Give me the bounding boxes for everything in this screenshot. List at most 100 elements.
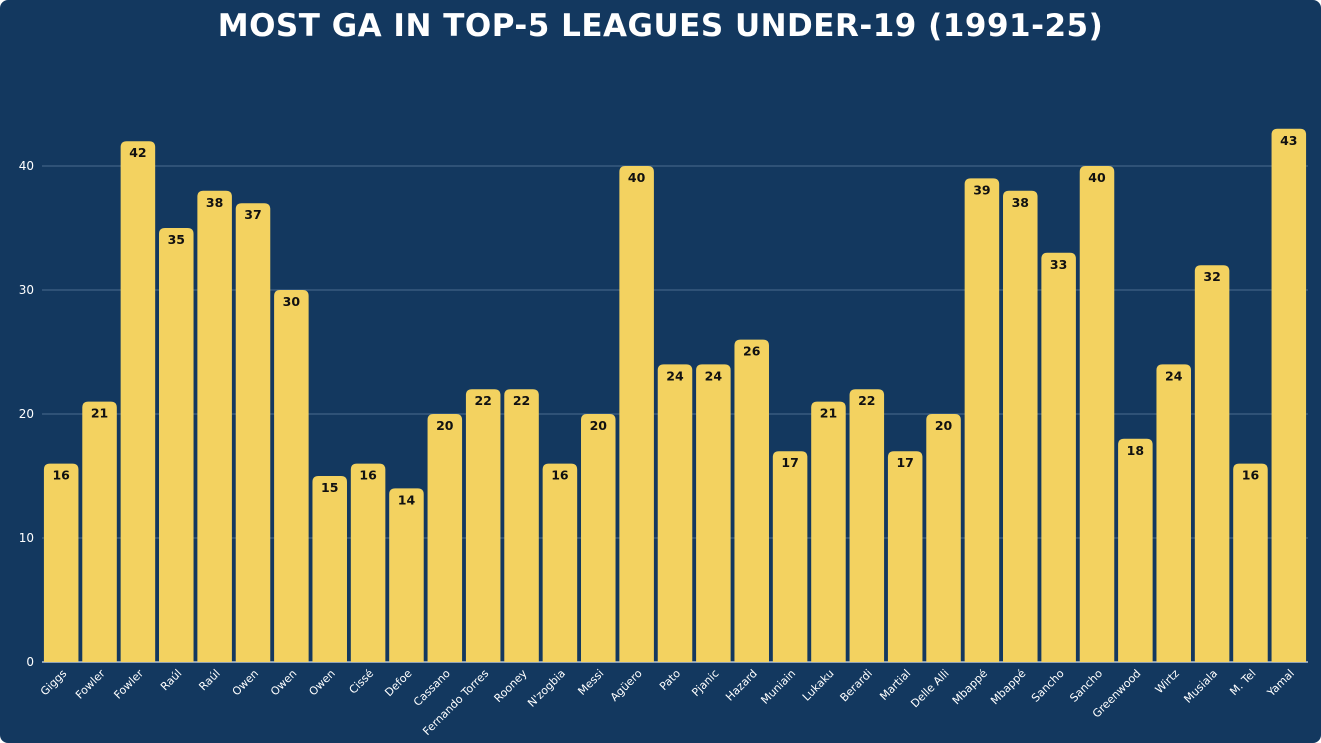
bar-value-label: 20 bbox=[590, 418, 608, 433]
bar bbox=[772, 451, 808, 662]
bars: 16 21 42 35 38 37 30 15 16 14 20 22 22 16 20 40 24 24 26 17… bbox=[43, 128, 1307, 663]
bar bbox=[1156, 364, 1191, 662]
bar bbox=[465, 389, 501, 662]
bar bbox=[849, 389, 885, 662]
bar-value-label: 30 bbox=[283, 294, 301, 309]
bar-value-label: 43 bbox=[1280, 133, 1297, 148]
x-tick-label: Mbappé bbox=[950, 667, 990, 707]
bar bbox=[1041, 252, 1076, 663]
x-tick-label: Lukaku bbox=[800, 667, 837, 704]
bar bbox=[159, 228, 194, 662]
bar-value-label: 16 bbox=[1242, 468, 1260, 483]
x-tick-label: Giggs bbox=[38, 667, 69, 698]
x-tick-label: Raúl bbox=[158, 667, 184, 693]
x-tick-label: Fernando Torres bbox=[420, 667, 491, 738]
bar bbox=[350, 463, 386, 662]
bar-value-label: 21 bbox=[91, 406, 108, 421]
x-tick-label: Messi bbox=[575, 667, 606, 698]
x-tick-label: N'zogbia bbox=[525, 667, 568, 710]
bar-value-label: 24 bbox=[1165, 368, 1183, 383]
x-tick-label: Owen bbox=[268, 667, 299, 698]
x-tick-label: Fowler bbox=[73, 667, 108, 702]
bar bbox=[696, 364, 731, 662]
bar-value-label: 32 bbox=[1203, 269, 1220, 284]
x-tick-label: Mbappé bbox=[988, 667, 1028, 707]
bar-value-label: 18 bbox=[1127, 443, 1144, 458]
bar-value-label: 16 bbox=[359, 468, 377, 483]
bar-value-label: 24 bbox=[705, 368, 723, 383]
bar-value-label: 37 bbox=[244, 207, 261, 222]
bar-value-label: 21 bbox=[820, 406, 837, 421]
bar-value-label: 33 bbox=[1050, 257, 1067, 272]
x-tick-label: Delle Alli bbox=[908, 667, 951, 710]
bar bbox=[312, 476, 347, 662]
bar bbox=[504, 389, 539, 662]
bar bbox=[734, 339, 769, 662]
bar bbox=[197, 190, 232, 663]
x-tick-label: Wirtz bbox=[1153, 667, 1182, 696]
y-tick-label: 10 bbox=[19, 531, 34, 545]
bar bbox=[1118, 438, 1153, 662]
bar bbox=[1003, 190, 1038, 663]
x-tick-label: Owen bbox=[230, 667, 261, 698]
bar bbox=[811, 401, 846, 662]
bar bbox=[43, 463, 79, 662]
y-tick-label: 40 bbox=[19, 159, 34, 173]
bar-value-label: 15 bbox=[321, 480, 338, 495]
bar-value-label: 35 bbox=[168, 232, 185, 247]
x-tick-label: Sancho bbox=[1067, 667, 1105, 705]
y-axis-ticks: 0 10 20 30 40 bbox=[19, 159, 34, 669]
y-tick-label: 30 bbox=[19, 283, 34, 297]
bar-value-label: 40 bbox=[1088, 170, 1106, 185]
y-tick-label: 0 bbox=[26, 655, 34, 669]
bar bbox=[926, 414, 961, 662]
bar bbox=[619, 166, 654, 662]
bar-value-label: 38 bbox=[206, 195, 223, 210]
x-tick-label: Defoe bbox=[382, 667, 414, 699]
x-tick-label: Berardi bbox=[837, 667, 874, 704]
x-tick-label: Musiala bbox=[1181, 667, 1220, 706]
x-tick-label: Cissé bbox=[347, 667, 377, 697]
x-axis-ticks: Giggs Fowler Fowler Raúl Raúl Owen Owen Owen Cis… bbox=[38, 667, 1297, 738]
bar bbox=[427, 414, 463, 662]
x-tick-label: Pato bbox=[657, 667, 683, 693]
bar-value-label: 20 bbox=[935, 418, 953, 433]
bar-value-label: 42 bbox=[129, 145, 146, 160]
bar bbox=[1271, 128, 1307, 663]
bar bbox=[120, 141, 156, 662]
bar-value-label: 16 bbox=[52, 468, 70, 483]
x-tick-label: Hazard bbox=[723, 667, 760, 704]
bar bbox=[1194, 265, 1230, 662]
bar-value-label: 14 bbox=[398, 492, 416, 507]
bar-value-label: 17 bbox=[896, 455, 913, 470]
bar bbox=[887, 451, 923, 662]
x-tick-label: Agüero bbox=[608, 667, 645, 704]
bar bbox=[1079, 166, 1115, 662]
bar bbox=[657, 364, 693, 662]
bar bbox=[389, 488, 424, 662]
x-tick-label: Pjanic bbox=[689, 667, 721, 699]
bar bbox=[964, 178, 1000, 662]
x-tick-label: Raúl bbox=[196, 667, 222, 693]
y-tick-label: 20 bbox=[19, 407, 34, 421]
bar bbox=[235, 203, 271, 662]
chart-title: MOST GA IN TOP-5 LEAGUES UNDER-19 (1991-… bbox=[217, 8, 1104, 44]
x-tick-label: Owen bbox=[306, 667, 337, 698]
x-tick-label: Martial bbox=[877, 667, 913, 703]
bar-value-label: 16 bbox=[551, 468, 569, 483]
x-tick-label: Rooney bbox=[492, 667, 530, 705]
bar-value-label: 40 bbox=[628, 170, 646, 185]
bar-value-label: 17 bbox=[781, 455, 798, 470]
bar bbox=[581, 414, 616, 662]
bar bbox=[82, 401, 117, 662]
bar-value-label: 22 bbox=[513, 393, 530, 408]
x-tick-label: Fowler bbox=[111, 667, 146, 702]
bar-value-label: 24 bbox=[666, 368, 684, 383]
bar-value-label: 38 bbox=[1012, 195, 1029, 210]
bar-value-label: 22 bbox=[858, 393, 875, 408]
bar-value-label: 20 bbox=[436, 418, 454, 433]
bar bbox=[274, 290, 309, 662]
x-tick-label: Sancho bbox=[1029, 667, 1067, 705]
